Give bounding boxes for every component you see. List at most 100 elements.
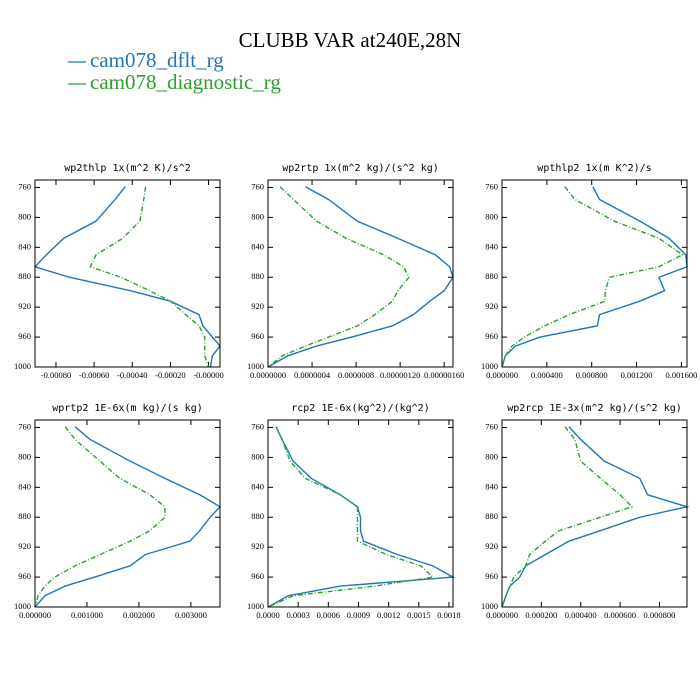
y-tick-label: 1000 (481, 601, 498, 611)
series-line (267, 426, 456, 608)
y-tick-label: 1000 (14, 601, 31, 611)
y-tick-label: 1000 (481, 361, 498, 371)
x-tick-label: 0.0012 (377, 610, 400, 620)
series-line (267, 426, 435, 608)
y-tick-label: 960 (18, 571, 31, 581)
panel-title: wp2rtp 1x(m^2 kg)/(s^2 kg) (282, 163, 439, 174)
x-tick-label: -0.00080 (41, 370, 71, 380)
x-tick-label: 0.0000000 (250, 370, 286, 380)
plot-frame (34, 179, 221, 368)
series-line (267, 186, 410, 368)
x-tick-label: 0.0009 (347, 610, 370, 620)
panel-title: wpthlp2 1x(m K^2)/s (537, 163, 651, 174)
y-tick-label: 880 (18, 271, 31, 281)
y-tick-label: 760 (18, 421, 31, 431)
y-tick-label: 800 (251, 211, 264, 221)
plot-frame (267, 419, 454, 608)
y-tick-label: 920 (18, 301, 31, 311)
x-tick-label: 0.000000 (486, 610, 518, 620)
x-tick-label: 0.0006 (317, 610, 340, 620)
y-tick-label: 760 (485, 421, 498, 431)
y-tick-label: 800 (485, 211, 498, 221)
panel-title: wprtp2 1E-6x(m kg)/(s kg) (52, 403, 203, 414)
legend-entry: cam078_dflt_rg (90, 48, 224, 72)
x-tick-label: 0.003000 (175, 610, 207, 620)
x-tick-label: 0.000000 (486, 370, 518, 380)
y-tick-label: 840 (18, 241, 31, 251)
plot-frame (267, 179, 454, 368)
panel-title: wp2thlp 1x(m^2 K)/s^2 (64, 163, 190, 174)
y-tick-label: 760 (251, 181, 264, 191)
series-line (501, 426, 634, 608)
series-line (267, 186, 454, 368)
series-line (34, 426, 222, 608)
y-tick-label: 760 (251, 421, 264, 431)
x-tick-label: 0.0000 (256, 610, 279, 620)
y-tick-label: 800 (18, 211, 31, 221)
y-tick-label: 840 (18, 481, 31, 491)
x-tick-label: 0.001600 (665, 370, 697, 380)
y-tick-label: 1000 (247, 601, 264, 611)
x-tick-label: 0.0003 (286, 610, 309, 620)
y-tick-label: 880 (251, 511, 264, 521)
y-tick-label: 920 (251, 541, 264, 551)
y-tick-label: 840 (485, 241, 498, 251)
y-tick-label: 960 (251, 571, 264, 581)
series-line (89, 186, 210, 368)
x-tick-label: 0.00000120 (380, 370, 420, 380)
y-tick-label: 880 (485, 271, 498, 281)
plot-frame (34, 419, 221, 608)
x-tick-label: 0.000600 (604, 610, 636, 620)
x-tick-label: 0.000800 (644, 610, 676, 620)
y-tick-label: 920 (18, 541, 31, 551)
y-tick-label: 840 (485, 481, 498, 491)
y-tick-label: 960 (251, 331, 264, 341)
plot-frame (501, 179, 688, 368)
y-tick-label: 920 (485, 541, 498, 551)
y-tick-label: 800 (251, 451, 264, 461)
x-tick-label: 0.000800 (576, 370, 608, 380)
y-tick-label: 920 (485, 301, 498, 311)
y-tick-label: 960 (18, 331, 31, 341)
figure-title: CLUBB VAR at240E,28N (239, 28, 462, 52)
y-tick-label: 880 (18, 511, 31, 521)
panel-title: rcp2 1E-6x(kg^2)/(kg^2) (291, 403, 429, 414)
x-tick-label: 0.000400 (565, 610, 597, 620)
series-line (501, 186, 688, 368)
x-tick-label: -0.00020 (155, 370, 185, 380)
series-line (33, 186, 221, 368)
x-tick-label: 0.0000008 (338, 370, 374, 380)
y-tick-label: 1000 (247, 361, 264, 371)
y-tick-label: 1000 (14, 361, 31, 371)
x-tick-label: 0.000400 (531, 370, 563, 380)
y-tick-label: 840 (251, 481, 264, 491)
series-line (34, 426, 166, 608)
x-tick-label: 0.000000 (19, 610, 51, 620)
x-tick-label: 0.00000160 (424, 370, 464, 380)
x-tick-label: -0.00000 (193, 370, 223, 380)
y-tick-label: 920 (251, 301, 264, 311)
x-tick-label: 0.0015 (407, 610, 430, 620)
x-tick-label: -0.00040 (117, 370, 147, 380)
y-tick-label: 800 (18, 451, 31, 461)
x-tick-label: 0.0000004 (294, 370, 331, 380)
plot-frame (501, 419, 688, 608)
panel-title: wp2rcp 1E-3x(m^2 kg)/(s^2 kg) (507, 403, 682, 414)
x-tick-label: 0.000200 (525, 610, 557, 620)
y-tick-label: 760 (485, 181, 498, 191)
x-tick-label: 0.0018 (437, 610, 460, 620)
series-line (501, 186, 684, 368)
y-tick-label: 760 (18, 181, 31, 191)
x-tick-label: 0.001000 (71, 610, 103, 620)
y-tick-label: 960 (485, 571, 498, 581)
y-tick-label: 800 (485, 451, 498, 461)
y-tick-label: 880 (251, 271, 264, 281)
y-tick-label: 880 (485, 511, 498, 521)
y-tick-label: 960 (485, 331, 498, 341)
x-tick-label: 0.001200 (621, 370, 653, 380)
x-tick-label: 0.002000 (123, 610, 155, 620)
y-tick-label: 840 (251, 241, 264, 251)
series-line (501, 426, 690, 608)
legend-entry: cam078_diagnostic_rg (90, 70, 281, 94)
